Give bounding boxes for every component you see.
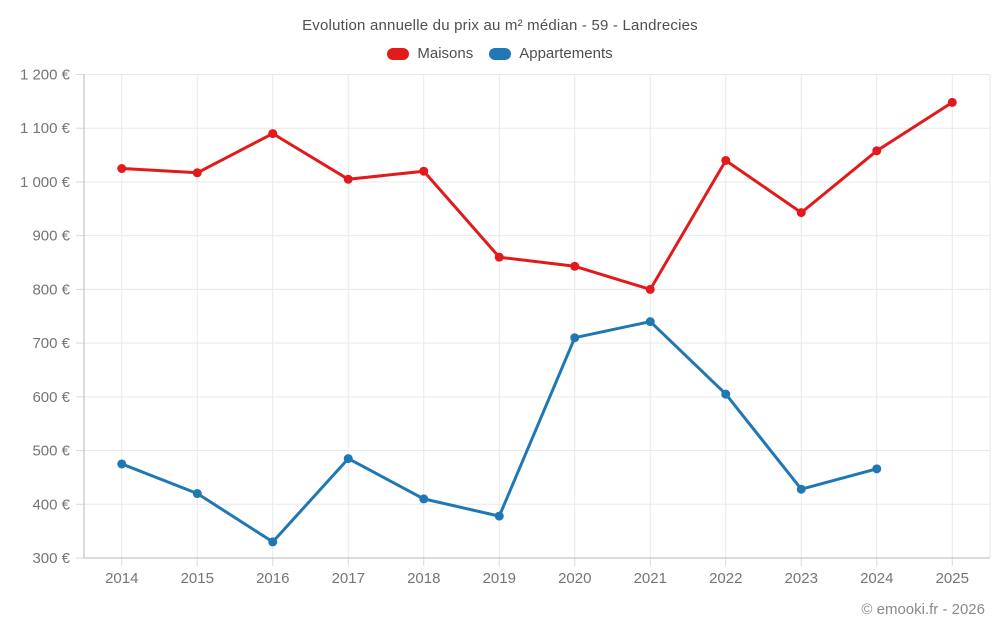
point-maisons-2017[interactable]: [343, 174, 353, 184]
y-tick-label: 300 €: [32, 550, 70, 567]
point-appartements-2016[interactable]: [268, 537, 278, 547]
series-maisons: [117, 97, 957, 294]
x-tick-label: 2025: [936, 570, 969, 587]
x-tick-label: 2019: [483, 570, 516, 587]
x-tick-label: 2014: [105, 570, 138, 587]
point-maisons-2024[interactable]: [872, 146, 882, 156]
line-maisons: [120, 100, 954, 291]
point-maisons-2019[interactable]: [494, 252, 504, 262]
x-tick-label: 2024: [860, 570, 893, 587]
appartements-swatch: [489, 47, 512, 60]
x-tick-label: 2018: [407, 570, 440, 587]
point-appartements-2020[interactable]: [570, 333, 580, 343]
y-tick-label: 900 €: [32, 228, 70, 245]
point-appartements-2015[interactable]: [192, 489, 202, 499]
point-appartements-2019[interactable]: [494, 511, 504, 521]
legend-item-appartements[interactable]: Appartements: [489, 45, 613, 62]
y-tick-label: 500 €: [32, 443, 70, 460]
point-appartements-2014[interactable]: [117, 459, 127, 469]
point-maisons-2015[interactable]: [192, 168, 202, 178]
x-tick-label: 2015: [181, 570, 214, 587]
x-tick-label: 2021: [634, 570, 667, 587]
x-grid: [121, 74, 991, 558]
y-tick-label: 600 €: [32, 389, 70, 406]
point-maisons-2014[interactable]: [117, 164, 127, 174]
x-tick-label: 2022: [709, 570, 742, 587]
point-maisons-2020[interactable]: [570, 261, 580, 271]
watermark: © emooki.fr - 2026: [861, 601, 985, 618]
y-grid: [84, 74, 990, 505]
series-appartements: [117, 317, 882, 547]
point-maisons-2025[interactable]: [947, 97, 957, 107]
y-tick-label: 1 200 €: [20, 67, 71, 84]
point-appartements-2018[interactable]: [419, 494, 429, 504]
x-tick-label: 2023: [785, 570, 818, 587]
tick-marks: [76, 74, 953, 566]
y-tick-label: 1 000 €: [20, 174, 71, 191]
legend-item-maisons[interactable]: Maisons: [387, 45, 473, 62]
axis-borders: [83, 74, 990, 559]
point-maisons-2023[interactable]: [796, 208, 806, 218]
x-tick-label: 2016: [256, 570, 289, 587]
y-tick-label: 800 €: [32, 281, 70, 298]
x-tick-label: 2020: [558, 570, 591, 587]
point-appartements-2021[interactable]: [645, 317, 655, 327]
y-tick-label: 400 €: [32, 496, 70, 513]
x-tick-label: 2017: [332, 570, 365, 587]
point-maisons-2018[interactable]: [419, 166, 429, 176]
y-tick-label: 700 €: [32, 335, 70, 352]
point-appartements-2023[interactable]: [796, 484, 806, 494]
x-axis-labels: 2014 2015 2016 2017 2018 2019 2020 2021 2022 2023…: [105, 570, 969, 587]
y-axis-labels: 300 € 400 € 500 € 600 € 700 € 800 € 900 € 1 000…: [20, 67, 71, 568]
chart-title: Evolution annuelle du prix au m² médian …: [302, 17, 698, 34]
point-maisons-2022[interactable]: [721, 155, 731, 165]
y-tick-label: 1 100 €: [20, 120, 71, 137]
legend-label-maisons: Maisons: [417, 45, 474, 62]
legend-label-appartements: Appartements: [519, 45, 613, 62]
point-appartements-2017[interactable]: [343, 454, 353, 464]
legend: Maisons Appartements: [0, 45, 1000, 62]
maisons-swatch: [387, 47, 410, 60]
point-maisons-2021[interactable]: [645, 284, 655, 294]
point-maisons-2016[interactable]: [268, 129, 278, 139]
point-appartements-2024[interactable]: [872, 464, 882, 474]
point-appartements-2022[interactable]: [721, 389, 731, 399]
